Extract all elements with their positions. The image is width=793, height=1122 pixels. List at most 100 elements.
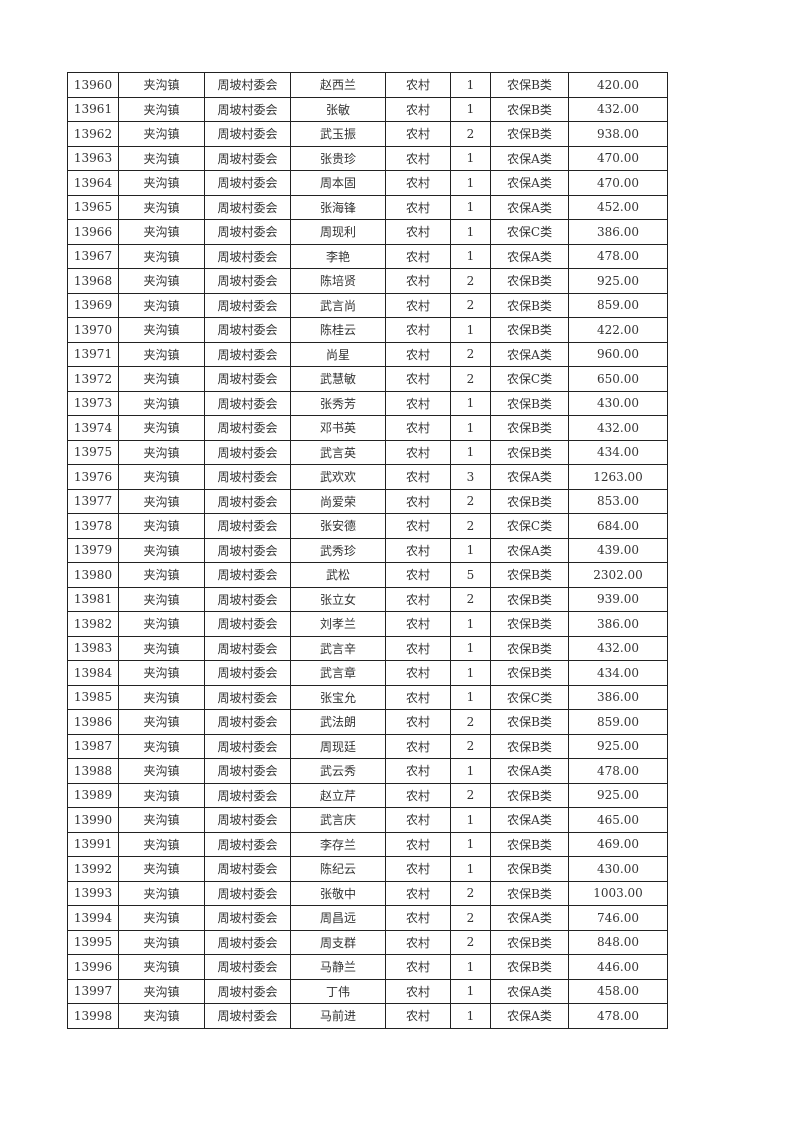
table-row: 13966 夹沟镇 周坡村委会 周现利 农村 1 农保C类 386.00: [67, 219, 668, 245]
cell-category: 农保B类: [490, 488, 569, 514]
cell-category: 农保B类: [490, 929, 569, 955]
table-row: 13964 夹沟镇 周坡村委会 周本固 农村 1 农保A类 470.00: [67, 170, 668, 196]
cell-area: 农村: [385, 145, 451, 171]
cell-town: 夹沟镇: [118, 905, 205, 931]
cell-amount: 859.00: [568, 292, 668, 318]
cell-amount: 925.00: [568, 733, 668, 759]
cell-name: 武法朗: [290, 709, 386, 735]
cell-village: 周坡村委会: [204, 660, 291, 686]
cell-count: 5: [450, 562, 491, 588]
cell-area: 农村: [385, 782, 451, 808]
cell-id: 13967: [67, 243, 119, 269]
cell-count: 1: [450, 170, 491, 196]
table-row: 13998 夹沟镇 周坡村委会 马前进 农村 1 农保A类 478.00: [67, 1003, 668, 1029]
cell-category: 农保A类: [490, 194, 569, 220]
cell-amount: 1263.00: [568, 464, 668, 490]
cell-id: 13991: [67, 831, 119, 857]
table-row: 13985 夹沟镇 周坡村委会 张宝允 农村 1 农保C类 386.00: [67, 684, 668, 710]
cell-town: 夹沟镇: [118, 439, 205, 465]
cell-category: 农保B类: [490, 733, 569, 759]
cell-town: 夹沟镇: [118, 586, 205, 612]
cell-town: 夹沟镇: [118, 96, 205, 122]
cell-name: 武言章: [290, 660, 386, 686]
cell-area: 农村: [385, 856, 451, 882]
cell-count: 1: [450, 219, 491, 245]
cell-town: 夹沟镇: [118, 243, 205, 269]
cell-amount: 432.00: [568, 415, 668, 441]
cell-area: 农村: [385, 611, 451, 637]
cell-category: 农保B类: [490, 390, 569, 416]
cell-name: 武慧敏: [290, 366, 386, 392]
cell-amount: 439.00: [568, 537, 668, 563]
cell-amount: 848.00: [568, 929, 668, 955]
cell-amount: 434.00: [568, 439, 668, 465]
cell-name: 张敬中: [290, 880, 386, 906]
cell-amount: 432.00: [568, 96, 668, 122]
cell-id: 13983: [67, 635, 119, 661]
cell-name: 张海锋: [290, 194, 386, 220]
cell-category: 农保B类: [490, 415, 569, 441]
cell-name: 尚爱荣: [290, 488, 386, 514]
cell-amount: 939.00: [568, 586, 668, 612]
cell-id: 13968: [67, 268, 119, 294]
cell-count: 2: [450, 782, 491, 808]
cell-town: 夹沟镇: [118, 929, 205, 955]
cell-amount: 478.00: [568, 1003, 668, 1029]
cell-amount: 386.00: [568, 611, 668, 637]
cell-name: 马静兰: [290, 954, 386, 980]
cell-amount: 478.00: [568, 243, 668, 269]
cell-amount: 925.00: [568, 782, 668, 808]
cell-amount: 925.00: [568, 268, 668, 294]
cell-id: 13964: [67, 170, 119, 196]
table-row: 13968 夹沟镇 周坡村委会 陈培贤 农村 2 农保B类 925.00: [67, 268, 668, 294]
cell-amount: 746.00: [568, 905, 668, 931]
cell-count: 1: [450, 415, 491, 441]
cell-town: 夹沟镇: [118, 121, 205, 147]
cell-area: 农村: [385, 537, 451, 563]
cell-area: 农村: [385, 439, 451, 465]
subsidy-table: 13960 夹沟镇 周坡村委会 赵西兰 农村 1 农保B类 420.00 13961 夹沟镇 周坡村…: [67, 72, 668, 1029]
cell-town: 夹沟镇: [118, 72, 205, 98]
cell-village: 周坡村委会: [204, 415, 291, 441]
cell-village: 周坡村委会: [204, 292, 291, 318]
cell-town: 夹沟镇: [118, 978, 205, 1004]
cell-count: 2: [450, 905, 491, 931]
cell-area: 农村: [385, 292, 451, 318]
cell-amount: 386.00: [568, 684, 668, 710]
cell-count: 2: [450, 929, 491, 955]
cell-town: 夹沟镇: [118, 415, 205, 441]
cell-village: 周坡村委会: [204, 72, 291, 98]
cell-town: 夹沟镇: [118, 366, 205, 392]
cell-town: 夹沟镇: [118, 758, 205, 784]
table-row: 13990 夹沟镇 周坡村委会 武言庆 农村 1 农保A类 465.00: [67, 807, 668, 833]
table-row: 13989 夹沟镇 周坡村委会 赵立芹 农村 2 农保B类 925.00: [67, 782, 668, 808]
cell-town: 夹沟镇: [118, 733, 205, 759]
table-row: 13969 夹沟镇 周坡村委会 武言尚 农村 2 农保B类 859.00: [67, 292, 668, 318]
table-row: 13972 夹沟镇 周坡村委会 武慧敏 农村 2 农保C类 650.00: [67, 366, 668, 392]
cell-name: 武言辛: [290, 635, 386, 661]
cell-count: 2: [450, 733, 491, 759]
cell-town: 夹沟镇: [118, 684, 205, 710]
table-row: 13995 夹沟镇 周坡村委会 周支群 农村 2 农保B类 848.00: [67, 929, 668, 955]
cell-amount: 470.00: [568, 145, 668, 171]
table-row: 13992 夹沟镇 周坡村委会 陈纪云 农村 1 农保B类 430.00: [67, 856, 668, 882]
cell-amount: 469.00: [568, 831, 668, 857]
cell-count: 1: [450, 439, 491, 465]
cell-category: 农保A类: [490, 758, 569, 784]
cell-id: 13988: [67, 758, 119, 784]
cell-name: 赵西兰: [290, 72, 386, 98]
cell-village: 周坡村委会: [204, 390, 291, 416]
cell-amount: 859.00: [568, 709, 668, 735]
table-row: 13963 夹沟镇 周坡村委会 张贵珍 农村 1 农保A类 470.00: [67, 145, 668, 171]
cell-id: 13973: [67, 390, 119, 416]
cell-area: 农村: [385, 807, 451, 833]
cell-name: 武秀珍: [290, 537, 386, 563]
cell-count: 2: [450, 292, 491, 318]
cell-village: 周坡村委会: [204, 537, 291, 563]
table-row: 13996 夹沟镇 周坡村委会 马静兰 农村 1 农保B类 446.00: [67, 954, 668, 980]
cell-amount: 2302.00: [568, 562, 668, 588]
cell-name: 武言庆: [290, 807, 386, 833]
cell-count: 1: [450, 954, 491, 980]
cell-category: 农保B类: [490, 439, 569, 465]
cell-id: 13992: [67, 856, 119, 882]
